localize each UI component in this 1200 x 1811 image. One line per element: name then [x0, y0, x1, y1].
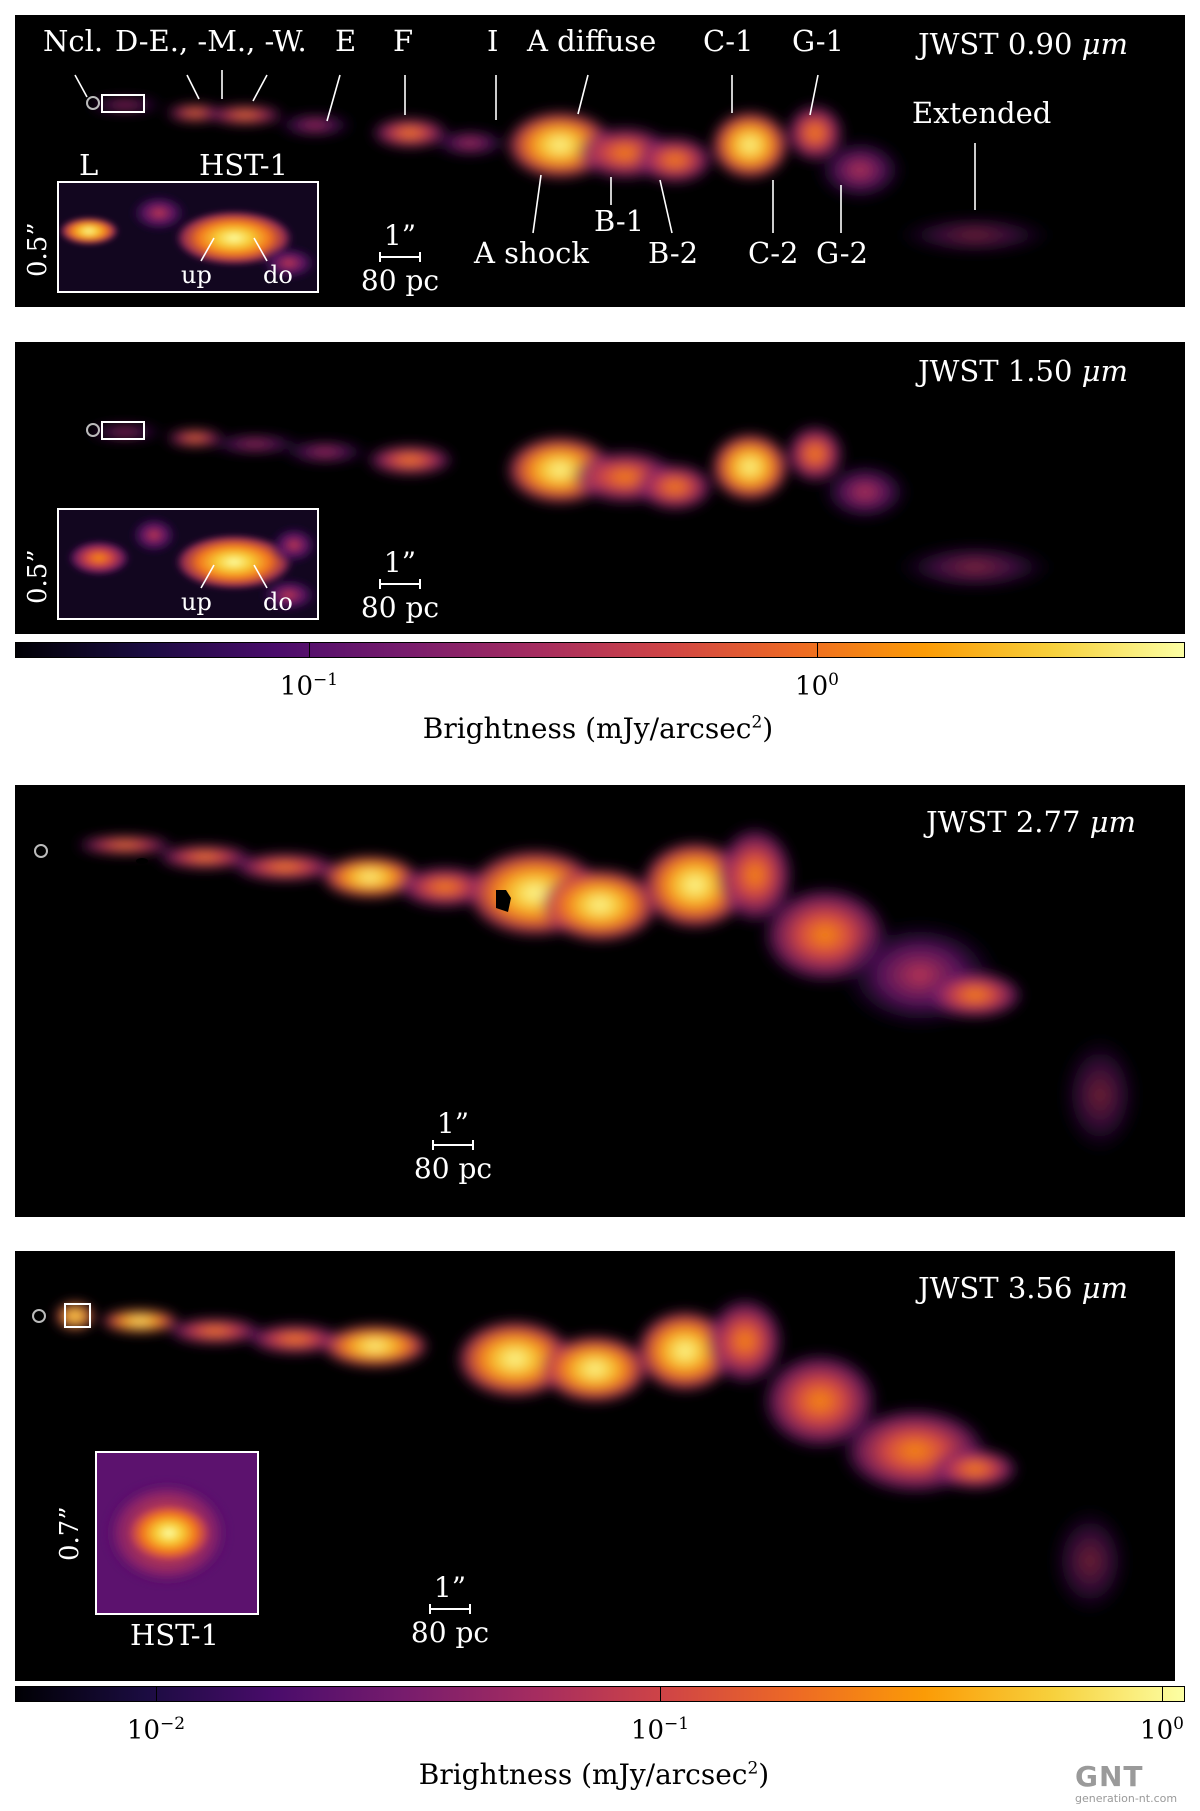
- colorbar-top: [15, 642, 1185, 658]
- panel-title-unit: μm: [1081, 1271, 1129, 1305]
- feature-label-g1: G-1: [792, 24, 844, 58]
- colorbar-label-end: ): [762, 712, 774, 745]
- feature-label-a-shock: A shock: [474, 236, 589, 270]
- tick-exp: −1: [664, 1714, 690, 1734]
- inset-size-label: 0.5”: [23, 222, 53, 277]
- feature-label-f: F: [393, 24, 414, 58]
- colorbar-label-exp: 2: [747, 1758, 759, 1779]
- inset-label-l: L: [79, 148, 99, 182]
- jet-image-1p50um: [85, 421, 1055, 591]
- inset-label-up: up: [181, 588, 212, 616]
- colorbar-bottom: [15, 1686, 1185, 1702]
- scale-bar: 1” 80 pc: [413, 1109, 493, 1184]
- jet-image-0p90um: [74, 70, 1055, 255]
- hst1-zoom-inset: up do: [57, 508, 319, 620]
- colorbar-label-text: Brightness (mJy/arcsec: [418, 1758, 748, 1791]
- colorbar-label-exp: 2: [751, 712, 763, 733]
- colorbar-top-tick-label: 100: [795, 670, 839, 702]
- scale-angle: 1”: [383, 546, 417, 579]
- panel-title: JWST 0.90 μm: [918, 27, 1128, 61]
- inset-size-label: 0.5”: [23, 549, 53, 604]
- colorbar-label-text: Brightness (mJy/arcsec: [422, 712, 752, 745]
- tick-base: 10: [630, 1715, 665, 1746]
- colorbar-bottom-label: Brightness (mJy/arcsec2): [419, 1758, 769, 1791]
- inset-label-hst1: HST-1: [199, 148, 289, 182]
- panel-title-unit: μm: [1089, 805, 1137, 839]
- feature-label-e: E: [335, 24, 357, 58]
- hst1-zoom-inset: [95, 1451, 259, 1615]
- tick-exp: −1: [313, 670, 339, 690]
- inset-label-down: do: [263, 261, 293, 289]
- colorbar-major-tick: [817, 642, 818, 658]
- jet-image-3p56um: [32, 1296, 1130, 1616]
- colorbar-bottom-tick-label: 100: [1140, 1714, 1184, 1746]
- feature-label-extended: Extended: [912, 96, 1052, 130]
- tick-base: 10: [1140, 1715, 1174, 1746]
- tick-exp: 0: [1173, 1714, 1184, 1734]
- inset-label-hst1: HST-1: [130, 1618, 220, 1652]
- panel-title: JWST 3.56 μm: [918, 1271, 1128, 1305]
- colorbar-major-tick: [660, 1686, 661, 1702]
- feature-label-i: I: [487, 24, 499, 58]
- panel-title-unit: μm: [1081, 27, 1129, 61]
- tick-base: 10: [795, 671, 829, 702]
- panel-title-text: JWST 0.90: [918, 27, 1073, 61]
- colorbar-top-tick-label: 10−1: [280, 670, 338, 702]
- inset-size-label: 0.7”: [55, 1506, 85, 1561]
- panel-2p77um: JWST 2.77 μm 1” 80 pc: [15, 785, 1185, 1217]
- scale-bar: 1” 80 pc: [360, 221, 440, 296]
- panel-title-text: JWST 3.56: [918, 1271, 1073, 1305]
- inset-label-down: do: [263, 588, 293, 616]
- panel-title-unit: μm: [1081, 354, 1129, 388]
- watermark-logo: GNT: [1075, 1760, 1144, 1793]
- scale-distance: 80 pc: [360, 264, 440, 298]
- feature-label-nucleus: Ncl.: [43, 24, 104, 58]
- scale-distance: 80 pc: [413, 1152, 493, 1186]
- colorbar-top-label: Brightness (mJy/arcsec2): [423, 712, 773, 745]
- tick-exp: 0: [828, 670, 839, 690]
- scale-distance: 80 pc: [410, 1616, 490, 1650]
- tick-base: 10: [279, 671, 314, 702]
- inset-label-up: up: [181, 261, 212, 289]
- scale-angle: 1”: [383, 219, 417, 252]
- feature-label-d: D-E., -M., -W.: [115, 24, 307, 58]
- feature-label-a-diffuse: A diffuse: [527, 24, 657, 58]
- tick-exp: −2: [160, 1714, 186, 1734]
- panel-1p50um: JWST 1.50 μm up do 0.5” 1” 80 pc: [15, 342, 1185, 634]
- hst1-zoom-inset: up do: [57, 181, 319, 293]
- colorbar-label-end: ): [758, 1758, 770, 1791]
- panel-title-text: JWST 1.50: [918, 354, 1073, 388]
- feature-label-c2: C-2: [748, 236, 799, 270]
- scale-bar: 1” 80 pc: [360, 548, 440, 623]
- colorbar-bottom-tick-label: 10−2: [127, 1714, 185, 1746]
- panel-title: JWST 2.77 μm: [926, 805, 1136, 839]
- scale-distance: 80 pc: [360, 591, 440, 625]
- colorbar-major-tick: [156, 1686, 157, 1702]
- feature-label-b2: B-2: [648, 236, 699, 270]
- panel-3p56um: JWST 3.56 μm 0.7” HST-1 1” 80 pc: [15, 1251, 1175, 1681]
- colorbar-bottom-tick-label: 10−1: [631, 1714, 689, 1746]
- jet-image-2p77um: [34, 825, 1140, 1155]
- feature-label-b1: B-1: [594, 204, 645, 238]
- colorbar-major-tick: [309, 642, 310, 658]
- scale-bar: 1” 80 pc: [410, 1573, 490, 1648]
- tick-base: 10: [126, 1715, 161, 1746]
- watermark-site: generation-nt.com: [1075, 1792, 1178, 1805]
- panel-0p90um: Ncl. D-E., -M., -W. E F I A diffuse C-1 …: [15, 15, 1185, 307]
- scale-angle: 1”: [436, 1107, 470, 1140]
- feature-label-g2: G-2: [816, 236, 868, 270]
- panel-title: JWST 1.50 μm: [918, 354, 1128, 388]
- colorbar-major-tick: [1162, 1686, 1163, 1702]
- feature-label-c1: C-1: [703, 24, 754, 58]
- scale-angle: 1”: [433, 1571, 467, 1604]
- panel-title-text: JWST 2.77: [926, 805, 1081, 839]
